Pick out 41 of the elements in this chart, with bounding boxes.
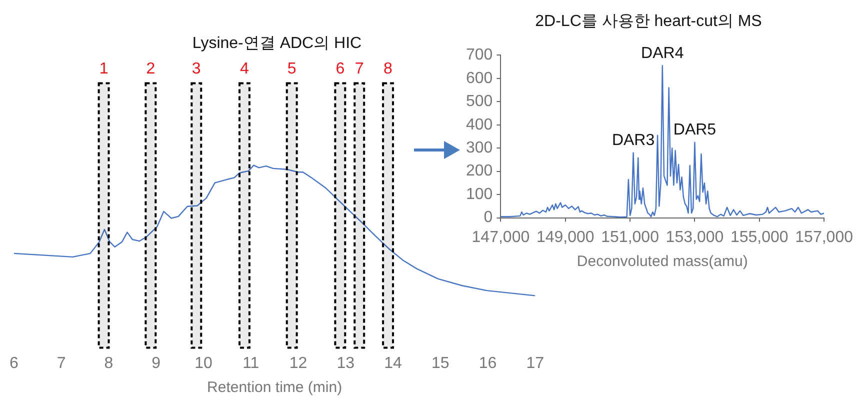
x-tick-label: 153,000 [666,228,724,246]
x-tick-label: 12 [289,354,308,372]
y-tick-label: 200 [466,162,493,180]
band-label: 6 [336,60,345,78]
chart-title: Lysine-연결 ADC의 HIC [192,35,362,52]
annotation: DAR4 [641,45,684,62]
annotation: DAR3 [612,132,655,150]
band-label: 8 [384,60,393,78]
y-tick-label: 700 [466,46,493,64]
y-tick-label: 0 [484,209,493,226]
x-axis-title: Deconvoluted mass(amu) [576,253,748,270]
x-tick-label: 155,000 [730,228,788,246]
x-tick-label: 149,000 [536,228,594,246]
y-tick-label: 400 [466,116,493,134]
x-tick-label: 16 [478,354,497,372]
x-tick-label: 17 [526,354,544,372]
chart-title: 2D-LC를 사용한 heart-cut의 MS [535,13,762,30]
x-tick-label: 11 [242,354,260,372]
x-tick-label: 10 [194,354,212,372]
x-tick-label: 15 [431,354,450,372]
x-tick-label: 7 [56,354,66,372]
band-label: 3 [192,60,201,78]
x-tick-label: 8 [104,354,114,372]
y-tick-label: 100 [466,186,493,203]
band-label: 7 [354,60,364,78]
band-label: 1 [99,60,108,78]
x-tick-label: 14 [384,354,402,372]
x-tick-label: 6 [10,354,19,372]
band-label: 2 [146,60,156,78]
band-label: 4 [240,60,250,78]
x-tick-label: 157,000 [795,228,854,246]
y-tick-label: 600 [466,70,493,87]
x-tick-label: 13 [336,354,355,372]
annotation: DAR5 [673,122,716,139]
x-tick-label: 147,000 [472,228,530,246]
x-tick-label: 9 [152,354,161,372]
band-label: 5 [287,60,296,78]
x-tick-label: 151,000 [601,228,660,246]
x-axis-title: Retention time (min) [207,379,342,396]
y-tick-label: 300 [466,140,493,157]
y-tick-label: 500 [466,93,493,110]
